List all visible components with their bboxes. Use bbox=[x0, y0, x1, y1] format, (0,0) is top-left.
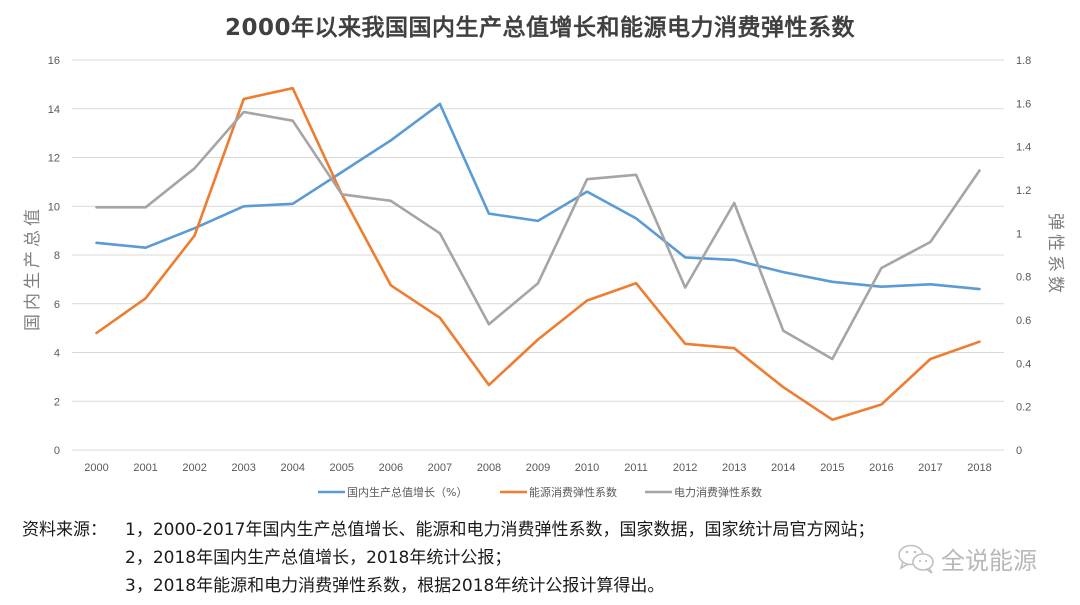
x-tick: 2007 bbox=[428, 462, 452, 474]
x-tick: 2002 bbox=[182, 462, 206, 474]
y-axis-right-ticks: 0 0.2 0.4 0.6 0.8 1 1.2 1.4 1.6 1.8 bbox=[1016, 55, 1031, 457]
legend-item: 能源消费弹性系数 bbox=[500, 485, 617, 499]
chart-title: 2000年以来我国国内生产总值增长和能源电力消费弹性系数 bbox=[224, 15, 855, 41]
x-tick: 2000 bbox=[84, 462, 108, 474]
legend-item: 电力消费弹性系数 bbox=[645, 485, 762, 499]
y-tick-right: 1 bbox=[1016, 228, 1022, 240]
y-axis-right-title: 弹性系数 bbox=[1045, 213, 1065, 297]
y-axis-left-title: 国内生产总值 bbox=[23, 205, 43, 331]
y-tick-left: 0 bbox=[54, 445, 60, 457]
line-chart: 0 2 4 6 8 10 12 14 16 0 0.2 0.4 0.6 0.8 1 1.2 1.4 1.6 1.8… bbox=[23, 55, 1065, 499]
footnote-label: 资料来源： bbox=[22, 520, 107, 540]
legend-label: 国内生产总值增长（%） bbox=[347, 485, 467, 499]
x-tick: 2004 bbox=[280, 462, 304, 474]
y-tick-right: 1.6 bbox=[1016, 98, 1031, 110]
legend-label: 能源消费弹性系数 bbox=[529, 485, 617, 499]
y-tick-right: 0.4 bbox=[1016, 358, 1031, 370]
x-tick: 2008 bbox=[477, 462, 501, 474]
y-tick-left: 8 bbox=[54, 250, 60, 262]
y-tick-right: 1.8 bbox=[1016, 55, 1031, 67]
footnote-3: 3，2018年能源和电力消费弹性系数，根据2018年统计公报计算得出。 bbox=[125, 576, 665, 596]
x-tick: 2012 bbox=[673, 462, 697, 474]
x-tick: 2013 bbox=[722, 462, 746, 474]
watermark-text: 全说能源 bbox=[941, 547, 1037, 575]
series-line-2 bbox=[95, 86, 981, 422]
y-axis-left-ticks: 0 2 4 6 8 10 12 14 16 bbox=[48, 55, 60, 457]
x-tick: 2010 bbox=[575, 462, 599, 474]
y-tick-right: 1.4 bbox=[1016, 142, 1031, 154]
x-tick: 2014 bbox=[771, 462, 795, 474]
y-tick-left: 12 bbox=[48, 153, 60, 165]
legend-item: 国内生产总值增长（%） bbox=[318, 485, 467, 499]
x-tick: 2003 bbox=[231, 462, 255, 474]
x-tick: 2018 bbox=[967, 462, 991, 474]
series-lines bbox=[95, 86, 981, 422]
gridlines bbox=[72, 59, 1004, 451]
x-tick: 2016 bbox=[869, 462, 893, 474]
footnote-text-1: 1，2000-2017年国内生产总值增长、能源和电力消费弹性系数，国家数据，国家… bbox=[125, 520, 875, 540]
wechat-icon bbox=[898, 544, 934, 574]
y-tick-left: 10 bbox=[48, 201, 60, 213]
y-tick-left: 4 bbox=[54, 348, 60, 360]
x-tick: 2001 bbox=[133, 462, 157, 474]
x-tick: 2015 bbox=[820, 462, 844, 474]
y-tick-left: 14 bbox=[48, 104, 60, 116]
y-tick-right: 1.2 bbox=[1016, 185, 1031, 197]
x-tick: 2017 bbox=[918, 462, 942, 474]
x-tick: 2006 bbox=[379, 462, 403, 474]
y-tick-right: 0 bbox=[1016, 445, 1022, 457]
x-axis-ticks: 2000 2001 2002 2003 2004 2005 2006 2007 2008 2009… bbox=[84, 462, 991, 474]
y-tick-left: 6 bbox=[54, 299, 60, 311]
x-tick: 2011 bbox=[624, 462, 648, 474]
watermark: 全说能源 bbox=[897, 541, 1037, 576]
y-tick-right: 0.8 bbox=[1016, 272, 1031, 284]
footnote-1: 资料来源： 1，2000-2017年国内生产总值增长、能源和电力消费弹性系数，国家… bbox=[22, 515, 874, 540]
y-tick-left: 16 bbox=[48, 55, 60, 67]
x-tick: 2005 bbox=[330, 462, 354, 474]
y-tick-right: 0.6 bbox=[1016, 315, 1031, 327]
y-tick-left: 2 bbox=[54, 396, 60, 408]
legend: 国内生产总值增长（%） 能源消费弹性系数 电力消费弹性系数 bbox=[318, 485, 762, 499]
x-tick: 2009 bbox=[526, 462, 550, 474]
series-line-3 bbox=[95, 110, 981, 361]
series-line-1 bbox=[95, 102, 981, 291]
footnote-2: 2，2018年国内生产总值增长，2018年统计公报； bbox=[125, 548, 512, 568]
y-tick-right: 0.2 bbox=[1016, 402, 1031, 414]
legend-label: 电力消费弹性系数 bbox=[674, 485, 762, 499]
